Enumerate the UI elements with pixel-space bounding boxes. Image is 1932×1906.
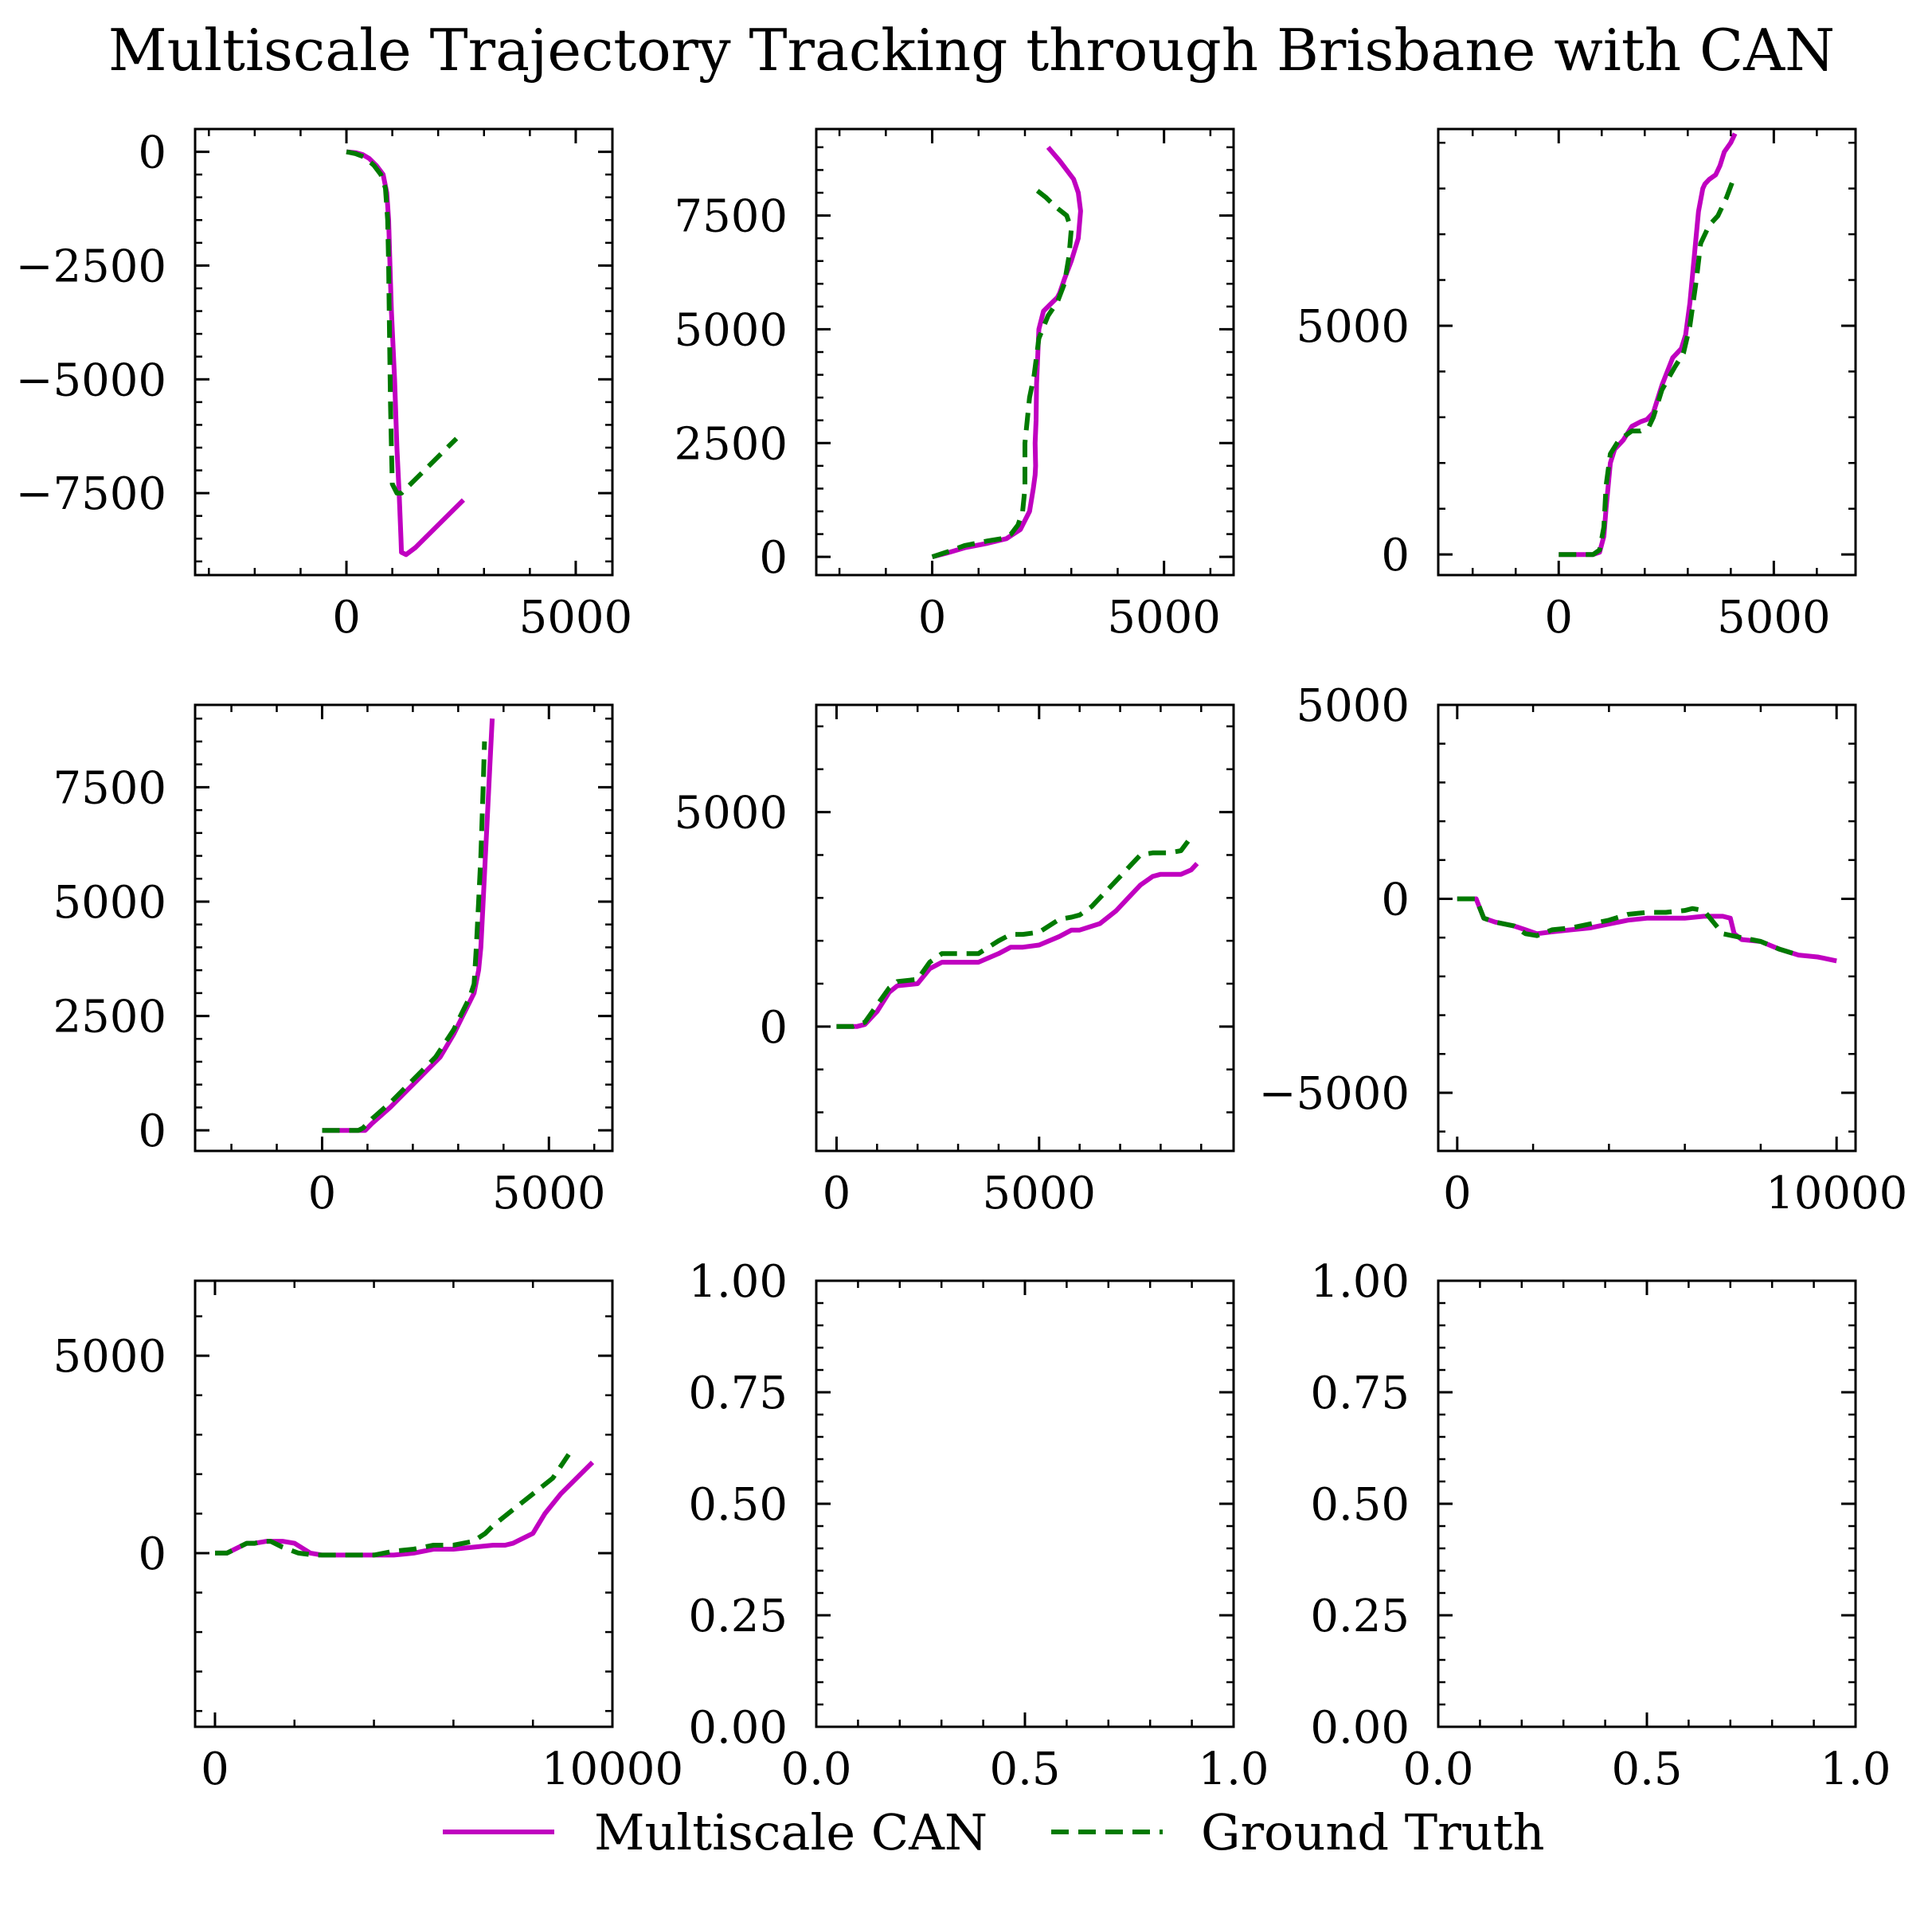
series-line-ground-truth <box>836 838 1191 1029</box>
y-tick-label: 0.50 <box>688 1479 788 1531</box>
x-tick-label: 0 <box>823 1168 851 1219</box>
axes-frame <box>194 703 614 1153</box>
series-line-multiscale-can <box>1559 132 1738 558</box>
y-tick-label: 0 <box>138 1106 166 1157</box>
y-tick-label: 5000 <box>674 304 788 356</box>
y-tick-label: 2500 <box>674 418 788 470</box>
axes-frame <box>1437 127 1857 577</box>
y-tick-label: 5000 <box>1296 301 1410 353</box>
x-tick-label: 0 <box>332 592 361 644</box>
subplot-5: 0 5000 0 5000 <box>674 703 1235 1219</box>
x-tick-label: 0.0 <box>1402 1744 1473 1795</box>
y-tick-label: 7500 <box>674 191 788 243</box>
axes-frame <box>815 1279 1235 1728</box>
legend: Multiscale CAN Ground Truth <box>443 1803 1545 1861</box>
x-tick-label: 5000 <box>1717 592 1831 644</box>
axes-frame <box>194 127 614 577</box>
x-tick-label: 1.0 <box>1198 1744 1269 1795</box>
x-tick-label: 0.5 <box>989 1744 1060 1795</box>
axes-frame <box>1437 1279 1857 1728</box>
y-tick-label: 2500 <box>53 992 166 1043</box>
y-tick-label: 0.00 <box>688 1702 788 1754</box>
series-line-ground-truth <box>215 1453 571 1558</box>
y-tick-label: 0.25 <box>688 1591 788 1642</box>
y-tick-label: 0.50 <box>1310 1479 1410 1531</box>
y-tick-label: −2500 <box>16 241 166 292</box>
x-tick-label: 10000 <box>1766 1168 1907 1219</box>
x-tick-label: 0 <box>1544 592 1573 644</box>
y-tick-label: 0 <box>138 1528 166 1580</box>
y-tick-label: 5000 <box>1296 680 1410 732</box>
series-line-multiscale-can <box>322 718 495 1133</box>
series-line-multiscale-can <box>346 149 466 558</box>
x-tick-label: 5000 <box>519 592 633 644</box>
series-line-multiscale-can <box>215 1460 595 1558</box>
x-tick-label: 10000 <box>542 1744 683 1795</box>
y-tick-label: 0.25 <box>1310 1591 1410 1642</box>
legend-label-multiscale-can: Multiscale CAN <box>594 1803 988 1861</box>
series-line-ground-truth <box>1457 896 1800 957</box>
x-tick-label: 0.5 <box>1611 1744 1682 1795</box>
subplot-2: 0 5000 0 2500 5000 7500 <box>674 127 1235 644</box>
x-tick-label: 0 <box>308 1168 337 1219</box>
y-tick-label: 0.75 <box>1310 1368 1410 1419</box>
y-tick-label: 1.00 <box>688 1256 788 1308</box>
y-tick-label: 5000 <box>53 877 166 929</box>
series-line-ground-truth <box>322 741 487 1133</box>
series-line-ground-truth <box>1559 174 1738 558</box>
figure-title: Multiscale Trajectory Tracking through B… <box>108 17 1835 84</box>
y-tick-label: 0 <box>759 1002 788 1054</box>
subplot-4: 0 5000 0 2500 5000 7500 <box>53 703 614 1219</box>
x-tick-label: 1.0 <box>1820 1744 1891 1795</box>
axes-frame <box>194 1279 614 1728</box>
series-line-multiscale-can <box>836 862 1199 1029</box>
y-tick-label: 0 <box>759 532 788 584</box>
x-tick-label: 5000 <box>1107 592 1221 644</box>
series-line-ground-truth <box>346 149 459 496</box>
y-tick-label: −5000 <box>16 354 166 406</box>
subplot-8: 0.0 0.5 1.0 0.00 0.25 0.50 0.75 1.00 <box>688 1256 1269 1795</box>
series-line-ground-truth <box>931 186 1074 559</box>
x-tick-label: 0 <box>1443 1168 1472 1219</box>
axes-frame <box>1437 703 1857 1153</box>
y-tick-label: 5000 <box>53 1331 166 1383</box>
subplot-7: 0 10000 0 5000 <box>53 1279 683 1795</box>
y-tick-label: 7500 <box>53 762 166 814</box>
x-tick-label: 5000 <box>492 1168 606 1219</box>
y-tick-label: 1.00 <box>1310 1256 1410 1308</box>
x-tick-label: 0.0 <box>780 1744 851 1795</box>
y-tick-label: 0 <box>138 127 166 179</box>
subplot-9: 0.0 0.5 1.0 0.00 0.25 0.50 0.75 1.00 <box>1310 1256 1891 1795</box>
y-tick-label: 0.00 <box>1310 1702 1410 1754</box>
y-tick-label: −7500 <box>16 468 166 520</box>
x-tick-label: 0 <box>201 1744 229 1795</box>
y-tick-label: 5000 <box>674 788 788 840</box>
x-tick-label: 0 <box>918 592 947 644</box>
subplot-1: 0 5000 0 −2500 −5000 −7500 <box>16 127 633 644</box>
subplot-6: 0 10000 −5000 0 5000 <box>1259 680 1908 1219</box>
legend-label-ground-truth: Ground Truth <box>1201 1803 1545 1861</box>
y-tick-label: 0 <box>1381 874 1410 926</box>
y-tick-label: −5000 <box>1259 1068 1410 1120</box>
subplot-3: 0 5000 0 5000 <box>1296 127 1857 644</box>
y-tick-label: 0.75 <box>688 1368 788 1419</box>
y-tick-label: 0 <box>1381 530 1410 581</box>
x-tick-label: 5000 <box>983 1168 1097 1219</box>
axes-frame <box>815 703 1235 1153</box>
